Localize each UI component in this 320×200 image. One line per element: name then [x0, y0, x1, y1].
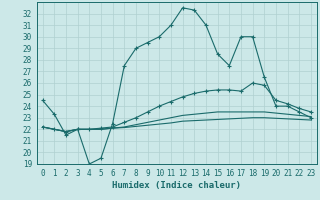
X-axis label: Humidex (Indice chaleur): Humidex (Indice chaleur) — [112, 181, 241, 190]
